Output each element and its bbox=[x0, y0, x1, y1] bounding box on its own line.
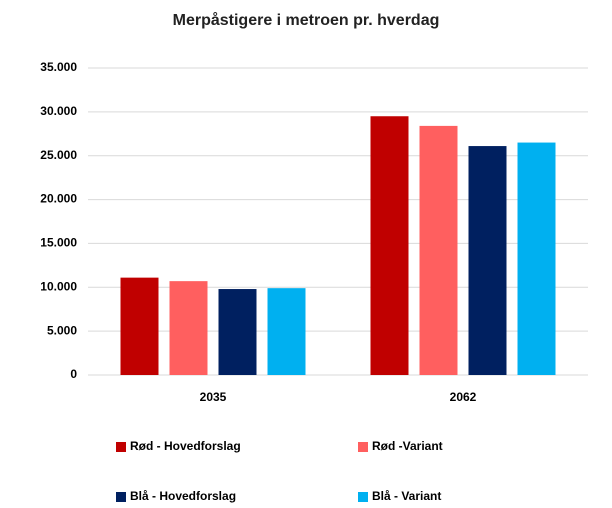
bar bbox=[468, 146, 507, 375]
y-tick-label: 10.000 bbox=[40, 279, 77, 293]
y-tick-label: 20.000 bbox=[40, 192, 77, 206]
bar bbox=[517, 142, 556, 375]
legend-label: Rød - Hovedforslag bbox=[130, 439, 241, 453]
bar bbox=[169, 281, 208, 375]
bar bbox=[419, 125, 458, 376]
bar bbox=[120, 277, 159, 375]
y-tick-label: 25.000 bbox=[40, 148, 77, 162]
x-tick-label: 2035 bbox=[200, 390, 227, 404]
x-tick-label: 2062 bbox=[450, 390, 477, 404]
legend-label: Blå - Hovedforslag bbox=[130, 489, 236, 503]
y-tick-label: 5.000 bbox=[47, 323, 77, 337]
bar bbox=[267, 288, 306, 375]
y-tick-label: 0 bbox=[70, 367, 77, 381]
legend-swatch bbox=[116, 442, 126, 452]
y-tick-label: 30.000 bbox=[40, 104, 77, 118]
legend-swatch bbox=[358, 492, 368, 502]
chart-title: Merpåstigere i metroen pr. hverdag bbox=[173, 11, 440, 29]
legend-label: Blå - Variant bbox=[372, 489, 441, 503]
bar bbox=[218, 289, 257, 375]
y-tick-label: 15.000 bbox=[40, 236, 77, 250]
legend-label: Rød -Variant bbox=[372, 439, 443, 453]
legend-swatch bbox=[116, 492, 126, 502]
bar bbox=[370, 116, 409, 375]
y-tick-label: 35.000 bbox=[40, 60, 77, 74]
legend-swatch bbox=[358, 442, 368, 452]
